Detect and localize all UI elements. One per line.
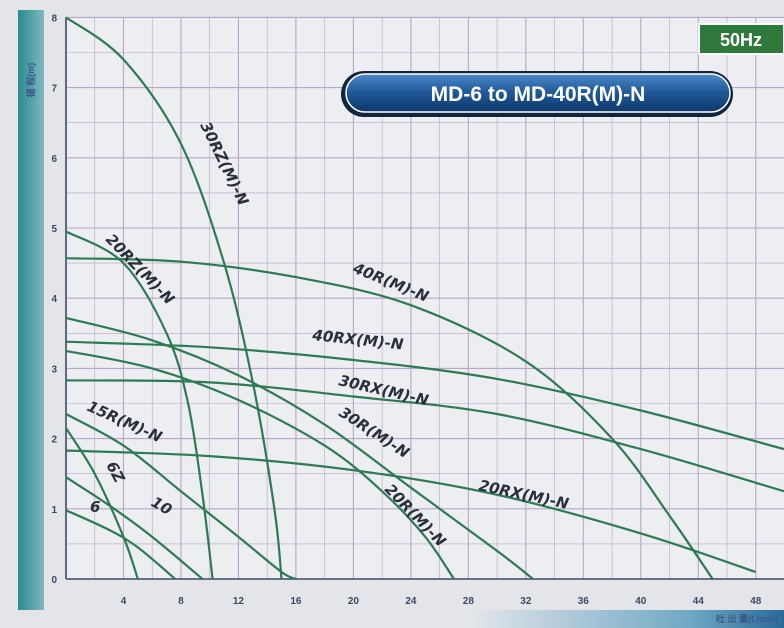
series-label: 6 xyxy=(90,498,100,516)
series-curve xyxy=(65,316,534,580)
y-tick-label: 8 xyxy=(51,13,57,24)
series-curve xyxy=(65,509,176,580)
y-tick-label: 7 xyxy=(51,84,57,95)
x-tick-label: 36 xyxy=(578,596,590,607)
y-tick-label: 0 xyxy=(51,575,57,586)
y-axis-label: 揚 程(m) xyxy=(25,63,36,98)
series-curve xyxy=(65,230,214,580)
x-tick-label: 4 xyxy=(121,596,127,607)
x-tick-label: 8 xyxy=(178,596,184,607)
y-tick-label: 1 xyxy=(51,505,57,516)
y-tick-label: 5 xyxy=(51,224,57,235)
chart-title: MD-6 to MD-40R(M)-N xyxy=(431,83,646,106)
x-axis-label: 吐 出 量(L/min) xyxy=(716,613,778,624)
y-tick-label: 6 xyxy=(51,154,57,165)
badge-text: 50Hz xyxy=(720,30,762,50)
frequency-badge: 50Hz xyxy=(698,23,784,55)
series-curve xyxy=(65,349,455,580)
title-banner-pill xyxy=(345,73,731,113)
x-tick-label: 40 xyxy=(635,596,647,607)
y-tick-label: 4 xyxy=(51,294,57,305)
x-tick-label: 16 xyxy=(290,596,302,607)
series-curve xyxy=(65,340,784,451)
series-curve xyxy=(65,413,297,581)
title-banner: MD-6 to MD-40R(M)-N xyxy=(341,71,733,117)
y-tick-label: 2 xyxy=(51,435,57,446)
x-tick-label: 28 xyxy=(463,596,475,607)
series-curve xyxy=(65,476,204,580)
series-curve xyxy=(65,379,784,493)
series-curves xyxy=(65,16,784,581)
y-axis-band xyxy=(18,10,44,610)
series-curve xyxy=(65,449,757,574)
x-axis-band xyxy=(470,610,784,628)
badge-box xyxy=(698,23,784,55)
x-tick-label: 48 xyxy=(750,596,762,607)
x-tick-label: 32 xyxy=(520,596,532,607)
series-curve xyxy=(65,257,714,580)
x-tick-label: 24 xyxy=(405,596,417,607)
axes xyxy=(65,17,784,580)
series-curve xyxy=(65,16,283,580)
x-tick-label: 12 xyxy=(233,596,245,607)
y-tick-label: 3 xyxy=(51,364,57,375)
x-tick-label: 20 xyxy=(348,596,360,607)
x-tick-label: 44 xyxy=(693,596,705,607)
